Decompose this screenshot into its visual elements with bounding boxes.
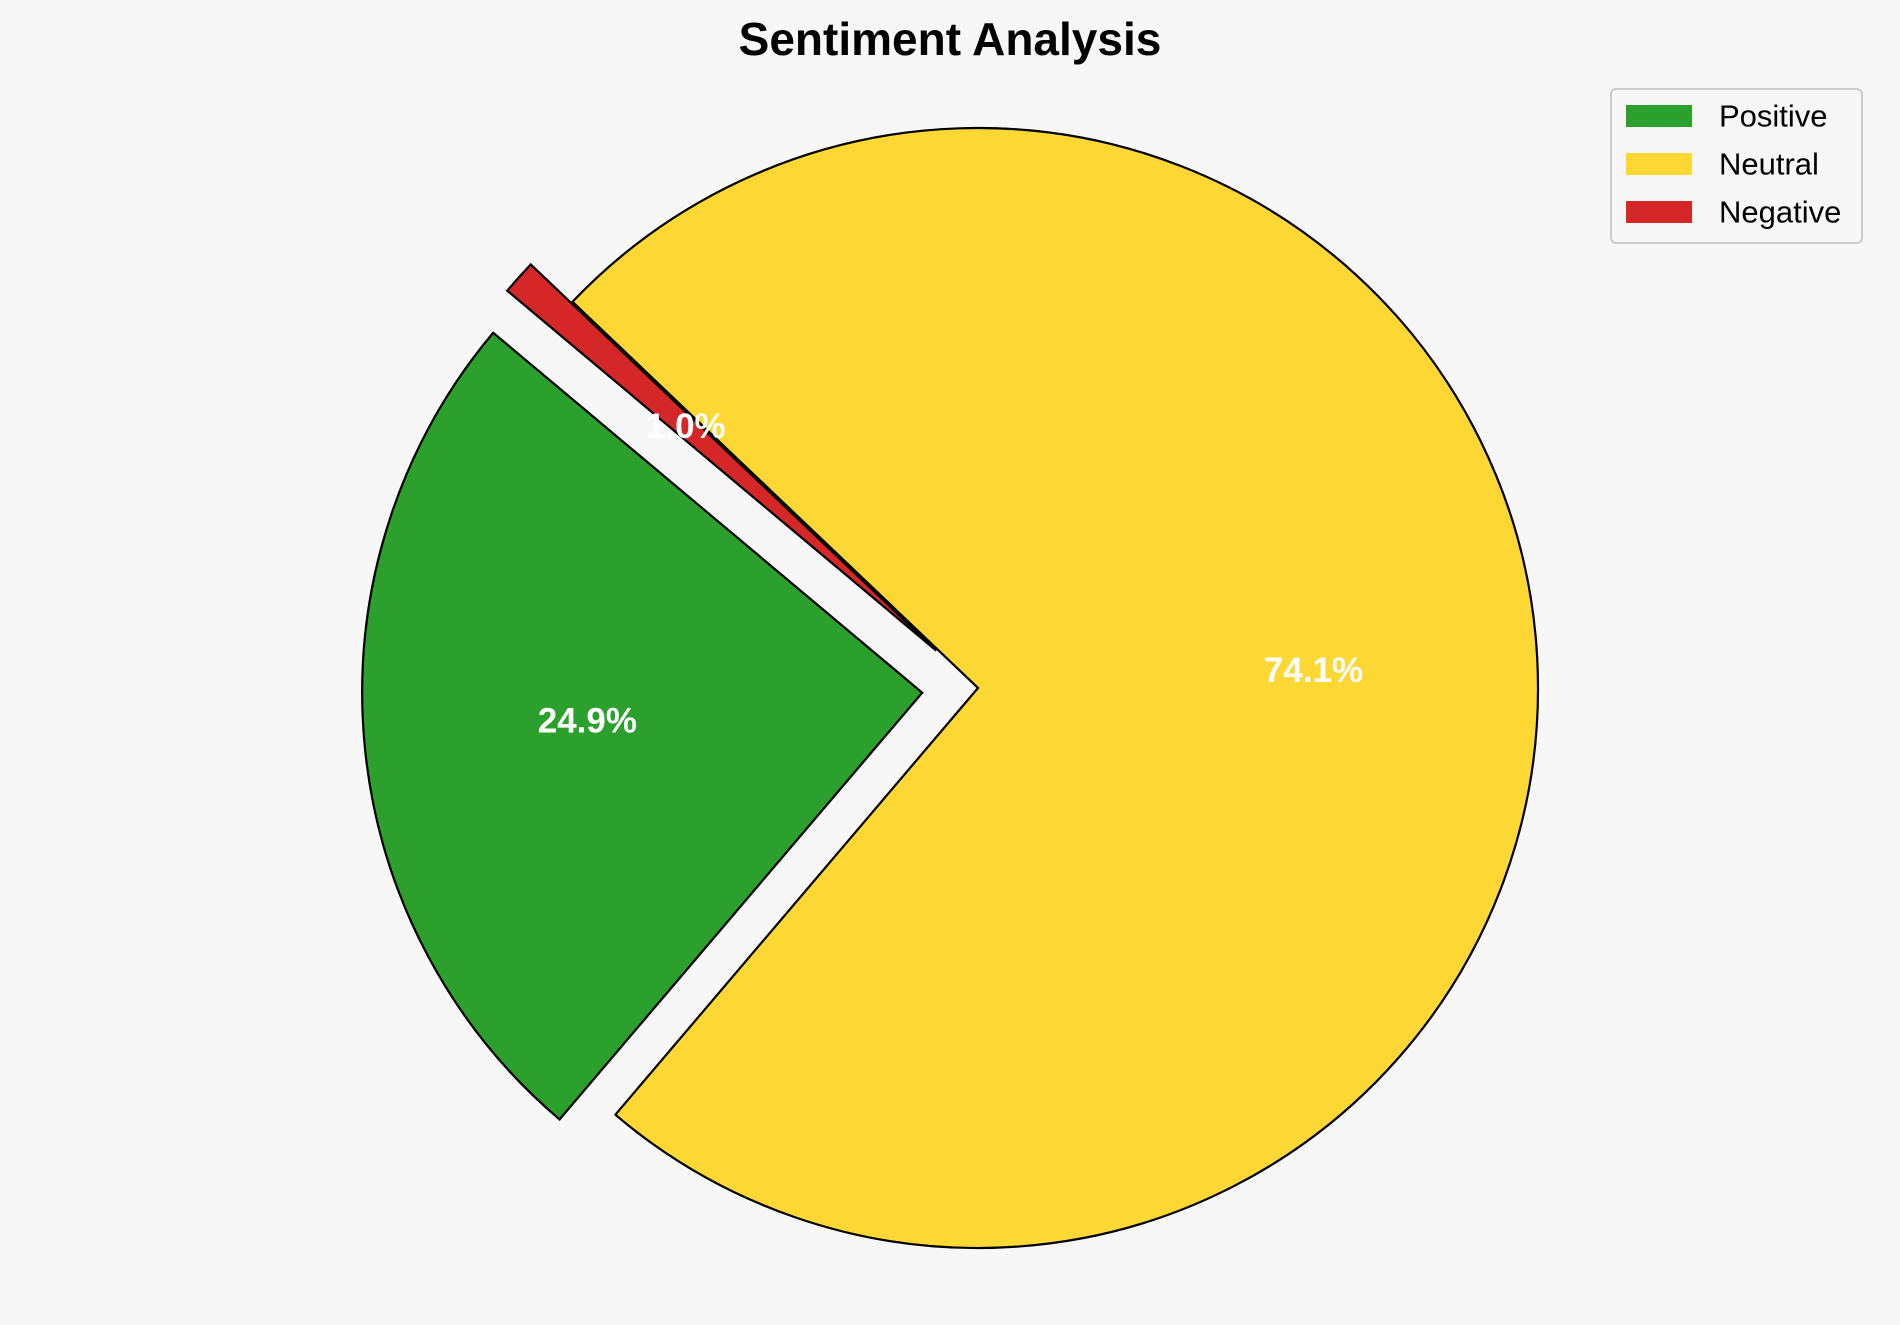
pie-slice-positive [361,331,924,1121]
legend-swatch-positive [1626,105,1692,127]
slice-labels: 24.9% 74.1% 1.0% [538,407,1363,740]
legend-label-positive: Positive [1719,99,1828,134]
legend-label-negative: Negative [1719,195,1841,230]
slice-label-neutral: 74.1% [1264,651,1363,690]
slice-label-positive: 24.9% [538,701,637,740]
pie-slice-negative [505,262,938,652]
slice-label-negative: 1.0% [646,407,726,446]
legend-label-neutral: Neutral [1719,147,1819,182]
pie-slice-neutral [570,126,1540,1250]
chart-title: Sentiment Analysis [739,13,1162,65]
legend-swatch-neutral [1626,153,1692,175]
pie [361,126,1540,1250]
legend-swatch-negative [1626,201,1692,223]
legend: Positive Neutral Negative [1610,88,1863,244]
